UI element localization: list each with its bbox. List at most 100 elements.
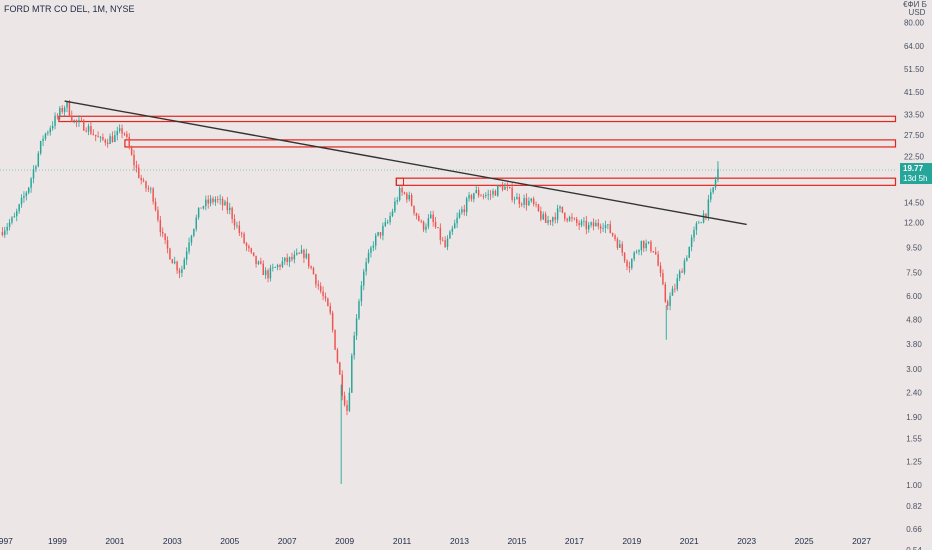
candle[interactable] (150, 186, 152, 194)
candle[interactable] (274, 266, 276, 268)
candle[interactable] (437, 227, 439, 229)
candle[interactable] (291, 252, 293, 262)
candle[interactable] (432, 210, 434, 227)
candle[interactable] (654, 247, 657, 255)
candle[interactable] (599, 223, 602, 234)
candle[interactable] (307, 253, 310, 269)
candle[interactable] (109, 133, 111, 145)
candle[interactable] (97, 131, 99, 138)
candle[interactable] (73, 119, 75, 124)
candle[interactable] (288, 256, 291, 267)
candle[interactable] (159, 215, 162, 237)
candle[interactable] (262, 260, 264, 276)
candle[interactable] (516, 192, 518, 200)
candle[interactable] (85, 127, 87, 133)
candle[interactable] (145, 180, 147, 192)
candle[interactable] (231, 206, 233, 224)
candle[interactable] (518, 193, 521, 208)
candle[interactable] (202, 205, 205, 210)
candle[interactable] (578, 220, 580, 230)
candle[interactable] (650, 239, 652, 253)
candle[interactable] (693, 226, 695, 242)
candle[interactable] (453, 219, 456, 229)
candle[interactable] (49, 125, 51, 136)
candle[interactable] (80, 115, 83, 122)
candle[interactable] (51, 121, 54, 131)
candle[interactable] (212, 196, 214, 205)
resistance-zone-1[interactable] (58, 115, 897, 123)
candle[interactable] (525, 193, 528, 211)
candle[interactable] (451, 225, 454, 235)
candle[interactable] (121, 124, 123, 139)
candle[interactable] (643, 240, 645, 253)
candle[interactable] (690, 234, 693, 252)
candle[interactable] (6, 223, 8, 235)
candle[interactable] (224, 199, 226, 206)
candle[interactable] (382, 222, 384, 241)
candle[interactable] (528, 197, 530, 207)
candle[interactable] (561, 206, 564, 214)
candle[interactable] (286, 253, 288, 266)
candle[interactable] (217, 195, 219, 204)
candle[interactable] (267, 268, 269, 283)
candle[interactable] (61, 105, 63, 114)
candle[interactable] (18, 203, 20, 214)
candle[interactable] (20, 194, 23, 208)
candle[interactable] (587, 222, 590, 233)
candle[interactable] (37, 151, 40, 168)
candle[interactable] (657, 250, 659, 267)
candle[interactable] (396, 196, 399, 205)
candle[interactable] (638, 249, 640, 256)
candle[interactable] (87, 123, 90, 136)
candle[interactable] (473, 192, 475, 203)
candle[interactable] (602, 223, 604, 233)
candle[interactable] (420, 219, 422, 224)
candle[interactable] (386, 219, 389, 225)
candle[interactable] (686, 255, 688, 262)
candle[interactable] (209, 195, 212, 207)
candle[interactable] (327, 297, 329, 307)
candle[interactable] (272, 263, 274, 272)
candle[interactable] (39, 140, 42, 156)
candle[interactable] (341, 370, 343, 401)
candle[interactable] (1, 227, 4, 237)
candle[interactable] (71, 110, 73, 123)
candle[interactable] (171, 258, 174, 264)
candle[interactable] (470, 193, 473, 202)
candle[interactable] (298, 252, 300, 255)
candle[interactable] (336, 347, 339, 364)
candle[interactable] (138, 164, 140, 179)
candle[interactable] (360, 280, 363, 306)
candle[interactable] (698, 220, 700, 224)
candle[interactable] (635, 249, 638, 254)
candle[interactable] (645, 239, 647, 252)
candle[interactable] (664, 282, 667, 304)
candle[interactable] (358, 298, 360, 320)
candle[interactable] (678, 269, 681, 282)
candle[interactable] (255, 255, 257, 268)
candle[interactable] (621, 241, 623, 257)
price-axis[interactable]: 80.00 64.00 51.50 41.50 33.50 27.50 22.50 14.50… (904, 18, 925, 550)
candle[interactable] (367, 249, 370, 264)
candle[interactable] (348, 387, 351, 412)
candle[interactable] (494, 189, 497, 196)
candle[interactable] (126, 130, 128, 139)
candle[interactable] (492, 188, 494, 198)
candle[interactable] (425, 223, 427, 233)
candle[interactable] (461, 206, 463, 215)
candle[interactable] (178, 268, 181, 279)
candle[interactable] (310, 265, 312, 270)
candle[interactable] (35, 164, 37, 173)
candle[interactable] (293, 250, 296, 264)
candle[interactable] (221, 196, 224, 211)
candle[interactable] (683, 258, 686, 275)
candle[interactable] (11, 216, 13, 225)
candle[interactable] (609, 220, 611, 234)
candle[interactable] (214, 196, 217, 206)
candle[interactable] (520, 202, 523, 207)
candle[interactable] (260, 257, 262, 265)
candle[interactable] (195, 214, 197, 232)
candle[interactable] (296, 248, 298, 256)
candle[interactable] (63, 105, 66, 117)
candle[interactable] (317, 280, 320, 290)
